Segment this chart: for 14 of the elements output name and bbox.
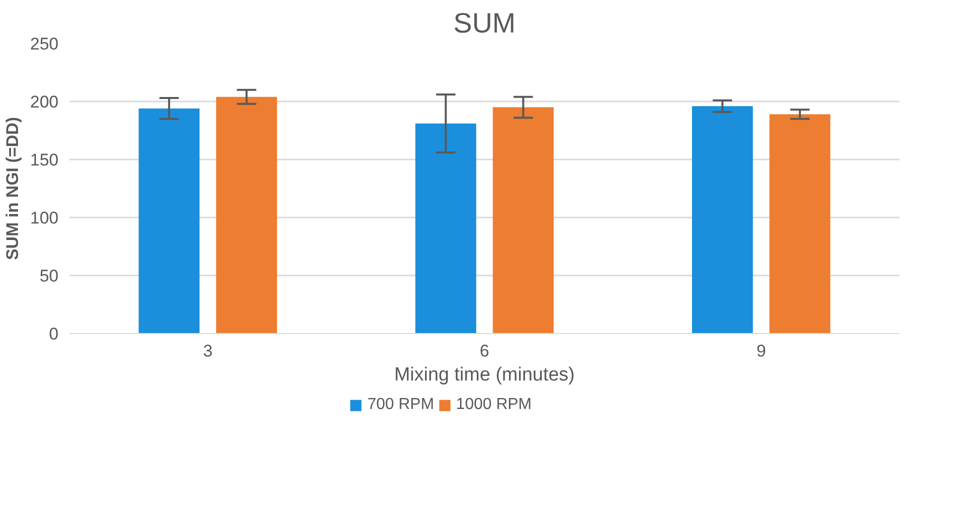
x-tick-label: 3	[203, 342, 213, 360]
y-tick-label: 100	[30, 208, 59, 228]
legend-label: 700 RPM	[367, 396, 434, 414]
x-tick-label: 6	[480, 342, 490, 360]
chart-title: SUM	[453, 8, 516, 38]
y-tick-label: 150	[30, 150, 59, 170]
x-axis-title: Mixing time (minutes)	[394, 364, 575, 386]
y-tick-label: 0	[49, 324, 59, 344]
y-tick-label: 200	[30, 92, 59, 112]
y-axis-title: SUM in NGI (=DD)	[3, 116, 22, 260]
y-tick-label: 250	[30, 34, 59, 54]
x-tick-label: 9	[756, 342, 766, 360]
legend-label: 1000 RPM	[456, 396, 532, 414]
y-tick-label: 50	[40, 266, 59, 286]
